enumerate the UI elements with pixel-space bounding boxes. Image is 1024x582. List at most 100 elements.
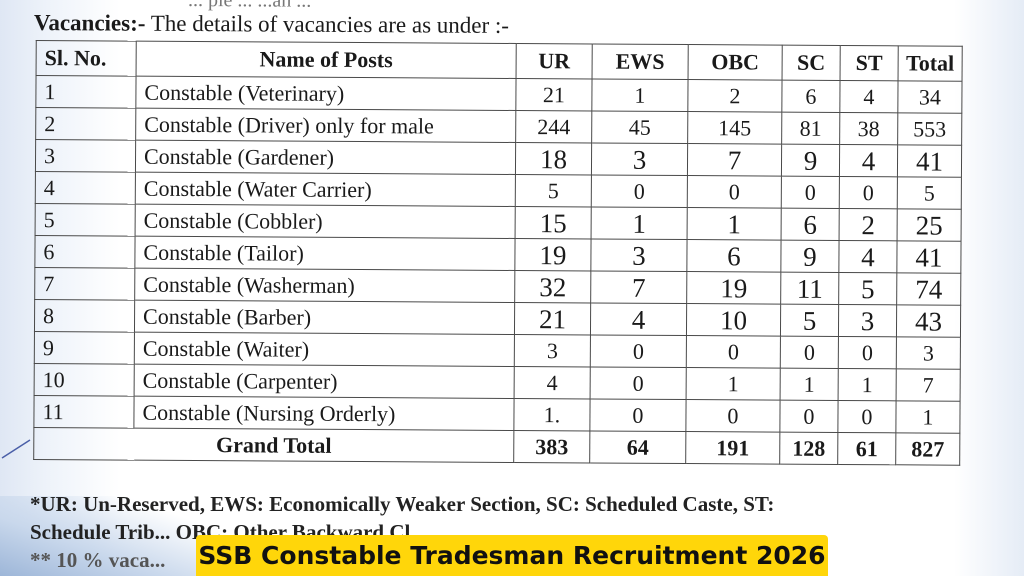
- cell-total: 5: [897, 176, 962, 210]
- cell-st: 38: [839, 112, 898, 145]
- cell-post: Constable (Washerman): [134, 268, 515, 303]
- cell-ur: 32: [514, 270, 591, 303]
- grand-total-label: Grand Total: [33, 427, 514, 463]
- header-obc: OBC: [688, 44, 783, 81]
- header-sl-no: Sl. No.: [36, 40, 137, 77]
- grand-total-ur: 383: [513, 430, 590, 463]
- grand-total-st: 61: [837, 432, 896, 465]
- cell-sl: 11: [33, 395, 135, 429]
- cell-sl: 8: [34, 299, 135, 333]
- footnote-line-3: ** 10 % vaca...: [30, 548, 166, 572]
- cell-obc: 0: [685, 399, 781, 433]
- cell-post: Constable (Carpenter): [134, 364, 515, 399]
- decorative-gradient-right: [954, 0, 1024, 576]
- cell-ur: 1.: [513, 398, 591, 431]
- cell-sc: 81: [781, 112, 840, 145]
- title-banner: SSB Constable Tradesman Recruitment 2026: [196, 535, 828, 576]
- footnote: *UR: Un-Reserved, EWS: Economically Weak…: [30, 490, 960, 574]
- cell-post: Constable (Cobbler): [135, 204, 516, 239]
- grand-total-row: Grand Total 383 64 191 128 61 827: [33, 427, 960, 466]
- cell-obc: 145: [687, 111, 782, 145]
- cell-obc: 7: [687, 143, 782, 177]
- cell-obc: 1: [687, 207, 782, 241]
- cell-st: 0: [837, 400, 897, 433]
- vacancies-text: The details of vacancies are as under :-: [145, 10, 510, 38]
- table-header-row: Sl. No. Name of Posts UR EWS OBC SC ST T…: [36, 40, 963, 82]
- header-ews: EWS: [592, 43, 689, 80]
- cell-st: 2: [839, 208, 898, 241]
- cell-sl: 2: [35, 107, 136, 141]
- cell-sl: 9: [34, 331, 135, 365]
- cell-obc: 10: [686, 303, 781, 337]
- cell-ews: 45: [591, 110, 688, 144]
- cell-total: 553: [897, 112, 962, 146]
- cell-st: 4: [839, 144, 898, 177]
- cell-sc: 5: [780, 304, 839, 337]
- cell-post: Constable (Veterinary): [135, 76, 517, 111]
- cell-ur: 4: [514, 366, 591, 399]
- cell-ur: 21: [514, 302, 591, 335]
- cell-sl: 6: [34, 235, 136, 269]
- cell-sc: 9: [781, 144, 840, 177]
- cell-ews: 4: [590, 302, 687, 336]
- cell-sc: 1: [780, 368, 839, 401]
- grand-total-obc: 191: [685, 431, 780, 465]
- cell-sc: 9: [780, 240, 840, 273]
- cell-st: 0: [839, 176, 898, 209]
- cell-post: Constable (Nursing Orderly): [133, 396, 515, 431]
- cell-sl: 7: [34, 267, 135, 301]
- cell-obc: 0: [686, 335, 781, 369]
- cell-st: 4: [839, 80, 899, 113]
- cell-ews: 0: [590, 334, 687, 368]
- vacancies-label: Vacancies:-: [33, 10, 146, 36]
- cell-sc: 6: [781, 80, 841, 113]
- cell-post: Constable (Driver) only for male: [135, 108, 516, 143]
- cell-total: 41: [896, 240, 962, 274]
- grand-total-total: 827: [895, 432, 960, 466]
- cell-obc: 2: [687, 79, 783, 113]
- cell-sl: 10: [34, 363, 135, 397]
- header-sc: SC: [782, 45, 841, 81]
- cell-ews: 0: [589, 398, 687, 432]
- cell-ews: 1: [591, 206, 688, 240]
- cell-st: 1: [838, 368, 897, 401]
- cell-st: 0: [838, 336, 897, 369]
- cell-ews: 0: [590, 366, 687, 400]
- cell-ur: 3: [514, 334, 591, 367]
- cell-ur: 15: [515, 206, 592, 239]
- cell-ews: 1: [591, 78, 689, 112]
- vacancies-heading: Vacancies:- The details of vacancies are…: [34, 10, 509, 39]
- cell-total: 41: [897, 144, 962, 178]
- header-ur: UR: [516, 43, 593, 79]
- cell-sc: 0: [780, 336, 839, 369]
- cell-st: 3: [838, 304, 897, 337]
- cell-obc: 19: [686, 271, 781, 305]
- cell-post: Constable (Water Carrier): [135, 172, 516, 207]
- pen-stroke-mark: [1, 439, 31, 459]
- cell-sl: 5: [35, 203, 136, 237]
- cell-sc: 0: [779, 400, 839, 433]
- cell-sl: 3: [35, 139, 136, 173]
- footnote-line-1: *UR: Un-Reserved, EWS: Economically Weak…: [30, 492, 775, 516]
- cell-obc: 0: [687, 175, 782, 209]
- cell-obc: 6: [686, 239, 782, 273]
- cell-total: 34: [897, 80, 963, 114]
- cell-ews: 3: [591, 142, 688, 176]
- cell-ur: 21: [515, 78, 593, 111]
- cell-ews: 0: [591, 174, 688, 208]
- cell-ews: 3: [590, 238, 688, 272]
- cell-post: Constable (Tailor): [134, 236, 516, 271]
- cell-ur: 19: [514, 238, 592, 271]
- cell-st: 5: [838, 272, 897, 305]
- cell-ur: 18: [515, 142, 592, 175]
- cell-sc: 6: [781, 208, 840, 241]
- cell-obc: 1: [686, 367, 781, 401]
- cell-ur: 244: [515, 110, 592, 143]
- grand-total-sc: 128: [779, 432, 838, 465]
- header-st: ST: [840, 45, 899, 81]
- header-total: Total: [898, 45, 963, 82]
- cell-total: 43: [896, 304, 961, 338]
- cell-ur: 5: [515, 174, 592, 207]
- cell-post: Constable (Barber): [134, 300, 515, 335]
- cell-total: 7: [896, 368, 961, 402]
